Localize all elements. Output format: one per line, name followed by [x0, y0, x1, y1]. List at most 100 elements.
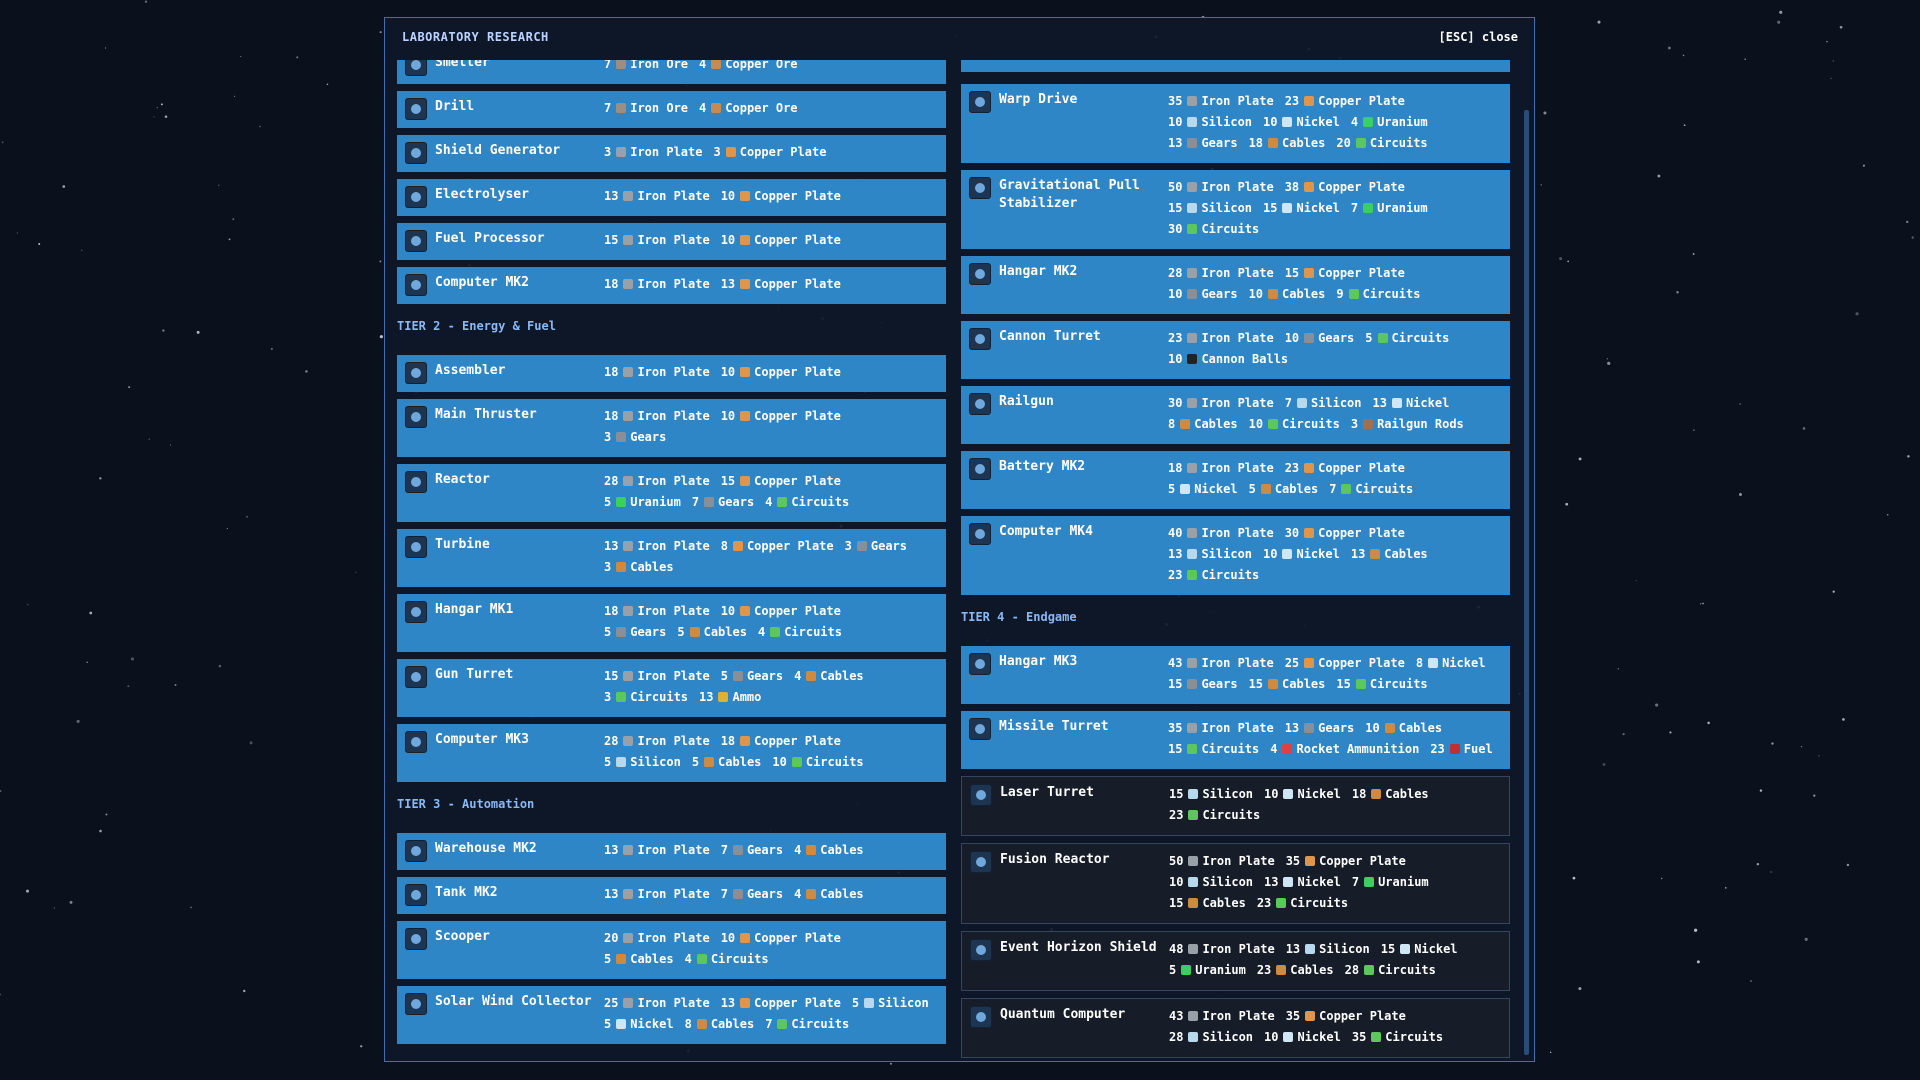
cost-qty: 18	[1248, 136, 1264, 150]
material-icon	[1188, 1032, 1199, 1042]
research-item[interactable]: Shield Generator 3 Iron Plate 3 Copper Plate	[397, 135, 946, 172]
material-icon	[616, 1019, 627, 1029]
star	[1692, 253, 1695, 255]
star	[245, 515, 249, 518]
cost-qty: 5	[1169, 963, 1177, 977]
material-name: Copper Plate	[1318, 461, 1405, 475]
cost-qty: 5	[604, 755, 612, 769]
cost: 30 Circuits	[1168, 222, 1259, 236]
cost-line: 13 Iron Plate 8 Copper Plate 3 Gears	[604, 536, 946, 557]
material-name: Gears	[1201, 136, 1238, 150]
material-name: Silicon	[1202, 787, 1254, 801]
material-icon	[806, 671, 817, 681]
cost-qty: 13	[1285, 942, 1301, 956]
material-name: Silicon	[1202, 875, 1254, 889]
material-icon	[732, 671, 743, 681]
research-item[interactable]: Missile Turret 35 Iron Plate 13 Gears 10 Cable…	[961, 711, 1510, 769]
cost-qty: 18	[604, 409, 619, 423]
scrollbar[interactable]	[1524, 110, 1529, 1055]
research-item[interactable]: Smelter 7 Iron Ore 4 Copper Ore	[397, 60, 946, 84]
cost: 7 Silicon	[1285, 396, 1362, 410]
research-item[interactable]: Gravitational Pull Stabilizer 50 Iron Plat…	[961, 170, 1510, 249]
material-icon	[616, 147, 627, 157]
research-item[interactable]: Main Thruster 18 Iron Plate 10 Copper Plate 3…	[397, 399, 946, 457]
cost: 18 Iron Plate	[604, 604, 710, 618]
research-item[interactable]: Gun Turret 15 Iron Plate 5 Gears 4 Cables 3 Circ…	[397, 659, 946, 717]
material-icon	[1268, 679, 1279, 689]
cost-line: 25 Iron Plate 13 Copper Plate 5 Silicon	[604, 993, 946, 1014]
cost-line: 30 Iron Plate 7 Silicon 13 Nickel	[1168, 393, 1510, 414]
research-item[interactable]: Laser Turret 15 Silicon 10 Nickel 18 Cables 23 C…	[961, 776, 1510, 836]
cost: 15 Copper Plate	[721, 474, 841, 488]
research-item[interactable]: Battery MK2 18 Iron Plate 23 Copper Plate 5 Ni…	[961, 451, 1510, 509]
cost-qty: 5	[604, 625, 612, 639]
cost-qty: 23	[1169, 808, 1184, 822]
material-icon	[806, 889, 817, 899]
material-name: Copper Plate	[754, 189, 841, 203]
cost-line: 13 Silicon 10 Nickel 13 Cables	[1168, 544, 1510, 565]
research-item[interactable]: Scooper 20 Iron Plate 10 Copper Plate 5 Cables…	[397, 921, 946, 979]
research-item[interactable]: Hangar MK1 18 Iron Plate 10 Copper Plate 5 Gea…	[397, 594, 946, 652]
cost-line: 18 Iron Plate 10 Copper Plate	[604, 601, 946, 622]
research-item[interactable]: Solar Wind Collector 25 Iron Plate 13 Copper…	[397, 986, 946, 1044]
material-name: Circuits	[1391, 331, 1450, 345]
material-icon	[1187, 224, 1198, 234]
material-icon	[1188, 898, 1199, 908]
cost-line: 23 Circuits	[1169, 805, 1509, 826]
research-item[interactable]: Cannon Turret 23 Iron Plate 10 Gears 5 Circuit…	[961, 321, 1510, 379]
research-item[interactable]: Quantum Computer 43 Iron Plate 35 Copper Pla…	[961, 998, 1510, 1058]
research-item[interactable]: Hangar MK2 28 Iron Plate 15 Copper Plate 10 Ge…	[961, 256, 1510, 314]
research-item[interactable]: Event Horizon Shield 48 Iron Plate 13 Silico…	[961, 931, 1510, 991]
research-item[interactable]: Assembler 18 Iron Plate 10 Copper Plate	[397, 355, 946, 392]
material-icon	[732, 541, 743, 551]
cost: 15 Circuits	[1336, 677, 1427, 691]
material-icon	[1282, 744, 1293, 754]
research-item[interactable]: Tank MK2 13 Iron Plate 7 Gears 4 Cables	[397, 877, 946, 914]
material-icon	[616, 432, 627, 442]
cost-qty: 28	[1168, 266, 1183, 280]
close-button[interactable]: [ESC] close	[1438, 30, 1518, 44]
cost-qty: 10	[720, 931, 736, 945]
material-name: Silicon	[1319, 942, 1370, 956]
research-item[interactable]: Computer MK2 18 Iron Plate 13 Copper Plate	[397, 267, 946, 304]
research-item[interactable]: Warp Drive 35 Iron Plate 23 Copper Plate 10 Si…	[961, 84, 1510, 163]
cost-line: 28 Iron Plate 18 Copper Plate	[604, 731, 946, 752]
star	[1770, 871, 1772, 873]
star	[69, 900, 73, 904]
item-name: Fusion Reactor	[1000, 852, 1110, 867]
research-item[interactable]: Computer MK3 28 Iron Plate 18 Copper Plate 5 S…	[397, 724, 946, 782]
cost-qty: 4	[1350, 115, 1359, 129]
cost-qty: 13	[1284, 721, 1300, 735]
research-item[interactable]: Computer MK4 40 Iron Plate 30 Copper Plate 13…	[961, 516, 1510, 595]
research-item[interactable]: Reactor 28 Iron Plate 15 Copper Plate 5 Uraniu…	[397, 464, 946, 522]
cost: 18 Cables	[1249, 136, 1326, 150]
cost: 50 Iron Plate	[1168, 180, 1274, 194]
cost: 23 Fuel	[1430, 742, 1492, 756]
research-item[interactable]: Turbine 13 Iron Plate 8 Copper Plate 3 Gears 3 C…	[397, 529, 946, 587]
research-item[interactable]: Fusion Reactor 50 Iron Plate 35 Copper Plate…	[961, 843, 1510, 924]
cost-qty: 15	[1248, 677, 1264, 691]
material-icon	[864, 998, 875, 1008]
material-icon	[1187, 570, 1198, 580]
research-item[interactable]: Railgun 30 Iron Plate 7 Silicon 13 Nickel 8 Cabl…	[961, 386, 1510, 444]
material-name: Nickel	[1297, 1030, 1341, 1044]
cost-line: 15 Circuits 4 Rocket Ammunition 23 Fuel	[1168, 739, 1510, 760]
tier-heading: TIER 2 - Energy & Fuel	[397, 319, 556, 333]
research-item[interactable]: Electrolyser 13 Iron Plate 10 Copper Plate	[397, 179, 946, 216]
research-item[interactable]: Drill 7 Iron Ore 4 Copper Ore	[397, 91, 946, 128]
material-icon	[1305, 1011, 1316, 1021]
item-icon	[405, 840, 427, 862]
cost-qty: 10	[720, 409, 736, 423]
star	[1683, 124, 1686, 127]
material-name: Nickel	[1296, 547, 1340, 561]
cost: 5 Silicon	[852, 996, 929, 1010]
research-item[interactable]: Hangar MK3 43 Iron Plate 25 Copper Plate 8 Nic…	[961, 646, 1510, 704]
material-icon	[1268, 419, 1279, 429]
cost-line: 15 Cables 23 Circuits	[1169, 893, 1509, 914]
cost-line: 15 Gears 15 Cables 15 Circuits	[1168, 674, 1510, 695]
material-icon	[1187, 744, 1198, 754]
material-icon	[616, 757, 627, 767]
research-item[interactable]: Fuel Processor 15 Iron Plate 10 Copper Plate	[397, 223, 946, 260]
research-item[interactable]: Warehouse MK2 13 Iron Plate 7 Gears 4 Cables	[397, 833, 946, 870]
material-icon	[1188, 810, 1199, 820]
